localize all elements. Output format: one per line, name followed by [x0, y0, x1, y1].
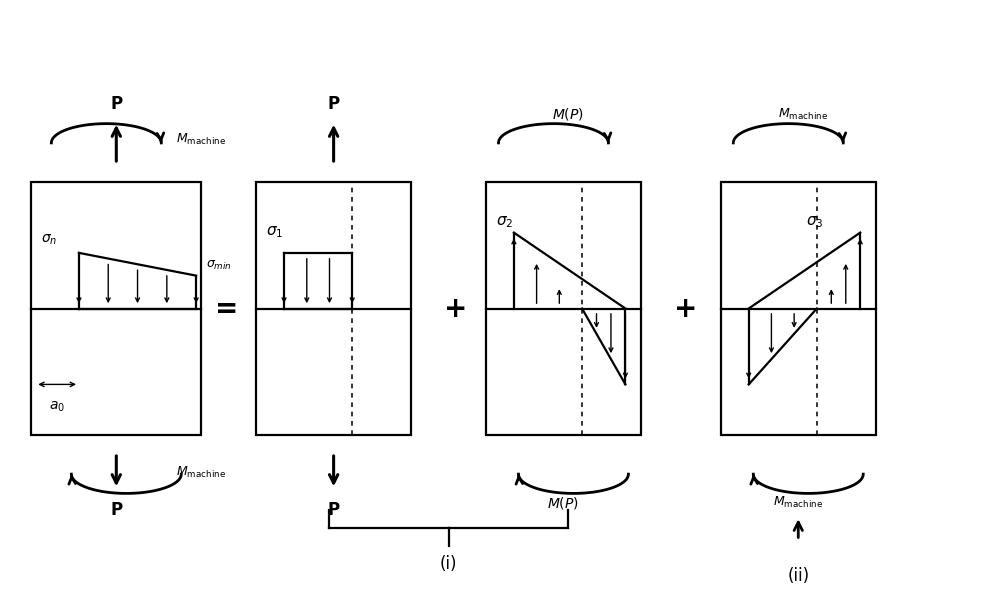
Bar [720, 182, 876, 435]
Text: $\sigma_{min}$: $\sigma_{min}$ [206, 259, 232, 272]
Text: $M(P)$: $M(P)$ [547, 495, 579, 511]
Text: P: P [110, 501, 122, 519]
Bar [486, 182, 641, 435]
Bar [257, 182, 411, 435]
Text: (i): (i) [440, 555, 457, 574]
Text: +: + [444, 295, 468, 322]
Text: $\sigma_n$: $\sigma_n$ [41, 233, 58, 247]
Text: $M(P)$: $M(P)$ [552, 106, 584, 122]
Text: $M_{\rm machine}$: $M_{\rm machine}$ [176, 465, 226, 480]
Text: $\sigma_1$: $\sigma_1$ [267, 225, 284, 241]
Text: =: = [214, 295, 237, 322]
Text: (ii): (ii) [788, 567, 810, 586]
Text: P: P [328, 95, 340, 113]
Text: P: P [110, 95, 122, 113]
Text: P: P [328, 501, 340, 519]
Text: $\sigma_3$: $\sigma_3$ [806, 215, 824, 231]
Text: $\sigma_2$: $\sigma_2$ [496, 215, 513, 231]
Text: $M_{\rm machine}$: $M_{\rm machine}$ [779, 106, 829, 122]
Text: +: + [674, 295, 697, 322]
Text: $M_{\rm machine}$: $M_{\rm machine}$ [176, 132, 226, 148]
Text: $a_0$: $a_0$ [49, 399, 65, 414]
Bar [31, 182, 201, 435]
Text: $M_{\rm machine}$: $M_{\rm machine}$ [774, 495, 824, 510]
